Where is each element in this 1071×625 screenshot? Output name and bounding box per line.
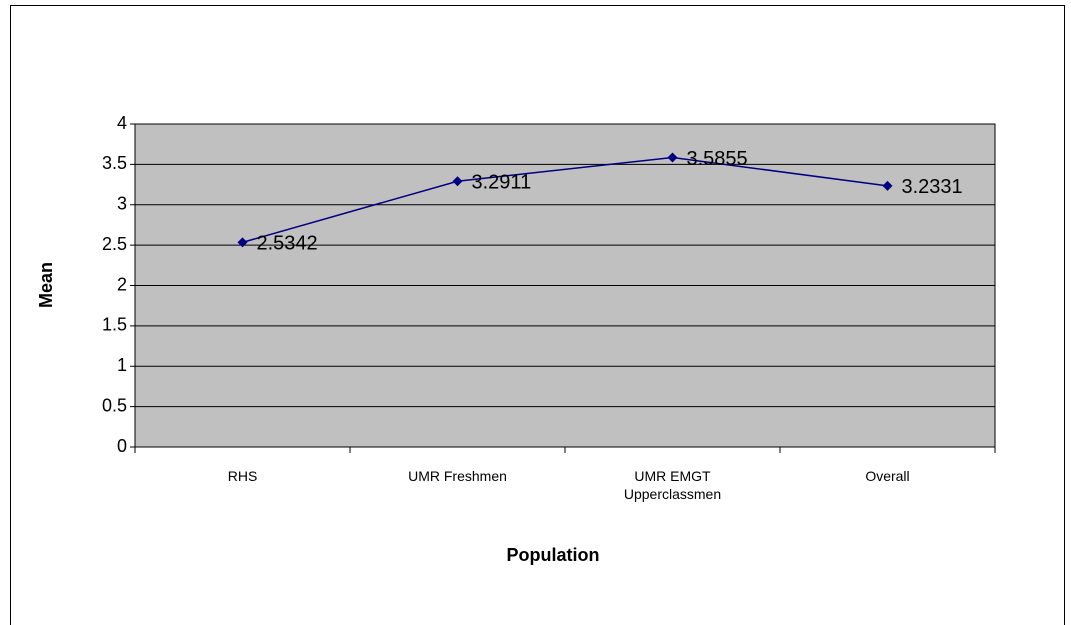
x-tick-label: Overall — [865, 468, 910, 484]
data-label: 2.5342 — [257, 233, 318, 255]
y-axis-title: Mean — [36, 262, 56, 308]
y-tick-label: 1.5 — [102, 315, 127, 335]
x-tick-label: UMR EMGT Upperclassmen — [623, 468, 722, 502]
y-tick-label: 4 — [117, 113, 127, 133]
y-tick-label: 0.5 — [102, 395, 127, 415]
x-tick-label: UMR Freshmen — [408, 468, 507, 484]
y-tick-label: 3 — [117, 194, 127, 214]
data-point — [882, 180, 893, 191]
y-tick-label: 3.5 — [102, 153, 127, 173]
data-label: 3.2331 — [902, 176, 963, 198]
chart-border — [10, 5, 1065, 625]
y-tick-label: 2.5 — [102, 234, 127, 254]
data-label: 3.2911 — [472, 172, 532, 194]
data-point — [667, 152, 678, 163]
x-axis-title: Population — [507, 545, 600, 565]
y-tick-label: 1 — [117, 355, 127, 375]
data-point — [452, 176, 463, 187]
series-line — [242, 156, 888, 244]
data-label: 3.5855 — [687, 148, 748, 170]
y-tick-label: 2 — [117, 274, 127, 294]
x-tick-label: RHS — [227, 468, 258, 484]
y-tick-label: 0 — [117, 436, 127, 456]
data-point — [237, 237, 248, 248]
